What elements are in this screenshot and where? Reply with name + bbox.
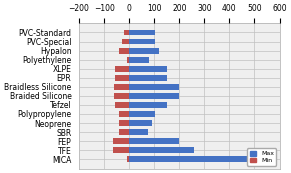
Legend: Max, Min: Max, Min bbox=[247, 148, 276, 166]
Bar bbox=[129, 39, 155, 44]
Bar bbox=[129, 147, 194, 153]
Bar bbox=[127, 156, 129, 162]
Bar bbox=[129, 66, 167, 72]
Bar bbox=[129, 129, 148, 135]
Bar bbox=[129, 120, 152, 126]
Bar bbox=[129, 84, 179, 90]
Bar bbox=[129, 156, 267, 162]
Bar bbox=[129, 102, 167, 108]
Bar bbox=[129, 93, 179, 99]
Bar bbox=[124, 30, 129, 35]
Bar bbox=[119, 48, 129, 53]
Bar bbox=[119, 120, 129, 126]
Bar bbox=[119, 129, 129, 135]
Bar bbox=[129, 111, 155, 117]
Bar bbox=[116, 75, 129, 81]
Bar bbox=[116, 66, 129, 72]
Bar bbox=[113, 138, 129, 144]
Bar bbox=[122, 39, 129, 44]
Bar bbox=[114, 84, 129, 90]
Bar bbox=[129, 57, 149, 63]
Bar bbox=[119, 111, 129, 117]
Bar bbox=[114, 93, 129, 99]
Bar bbox=[129, 138, 179, 144]
Bar bbox=[113, 147, 129, 153]
Bar bbox=[129, 30, 155, 35]
Bar bbox=[129, 75, 167, 81]
Bar bbox=[129, 48, 159, 53]
Bar bbox=[127, 57, 129, 63]
Bar bbox=[116, 102, 129, 108]
